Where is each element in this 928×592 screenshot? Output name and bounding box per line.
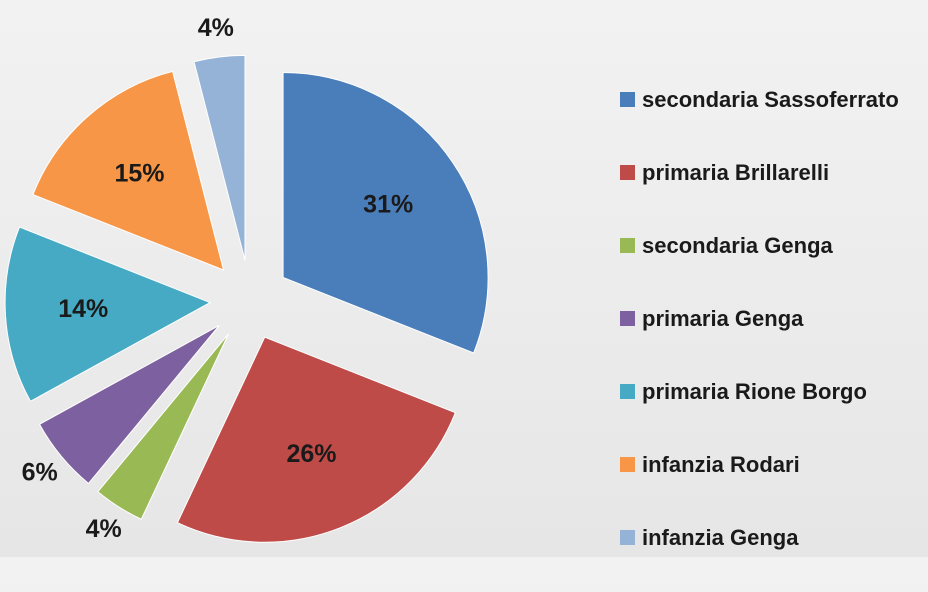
pie-slice bbox=[4, 226, 212, 402]
legend-label: primaria Rione Borgo bbox=[642, 379, 867, 404]
data-label: 26% bbox=[286, 440, 336, 468]
legend: secondaria Sassoferrato primaria Brillare… bbox=[620, 81, 910, 592]
legend-label: secondaria Sassoferrato bbox=[642, 87, 899, 112]
legend-swatch bbox=[620, 165, 635, 180]
legend-item: secondaria Genga bbox=[620, 227, 910, 300]
legend-label: primaria Brillarelli bbox=[642, 160, 830, 185]
legend-swatch bbox=[620, 530, 635, 545]
page: {"chart_data": {"type": "pie", "categori… bbox=[0, 0, 928, 557]
data-label: 31% bbox=[363, 191, 413, 219]
legend-item: primaria Brillarelli bbox=[620, 154, 910, 227]
legend-label: infanzia Genga bbox=[642, 525, 799, 550]
legend-item: primaria Rione Borgo bbox=[620, 373, 910, 446]
legend-swatch bbox=[620, 384, 635, 399]
pie-slice bbox=[282, 72, 489, 354]
legend-item: infanzia Rodari bbox=[620, 446, 910, 519]
pie-slice bbox=[193, 54, 246, 261]
legend-item: secondaria Sassoferrato bbox=[620, 81, 910, 154]
legend-item: infanzia Genga bbox=[620, 519, 910, 592]
legend-swatch bbox=[620, 238, 635, 253]
pie-slice bbox=[176, 336, 456, 543]
data-label: 15% bbox=[114, 159, 164, 187]
legend-swatch bbox=[620, 311, 635, 326]
pie-slice bbox=[32, 70, 225, 271]
legend-item: primaria Genga bbox=[620, 300, 910, 373]
pie-slice bbox=[38, 325, 220, 485]
pie-slice bbox=[97, 333, 230, 520]
legend-label: secondaria Genga bbox=[642, 233, 833, 258]
legend-label: infanzia Rodari bbox=[642, 452, 800, 477]
legend-label: primaria Genga bbox=[642, 306, 804, 331]
data-label: 14% bbox=[58, 295, 108, 323]
data-label: 4% bbox=[198, 14, 234, 42]
chart: 31% 26% 4% 6% 14% 15% 4% bbox=[4, 14, 489, 543]
legend-swatch bbox=[620, 457, 635, 472]
data-label: 6% bbox=[22, 459, 58, 487]
data-label: 4% bbox=[86, 515, 122, 543]
legend-swatch bbox=[620, 92, 635, 107]
